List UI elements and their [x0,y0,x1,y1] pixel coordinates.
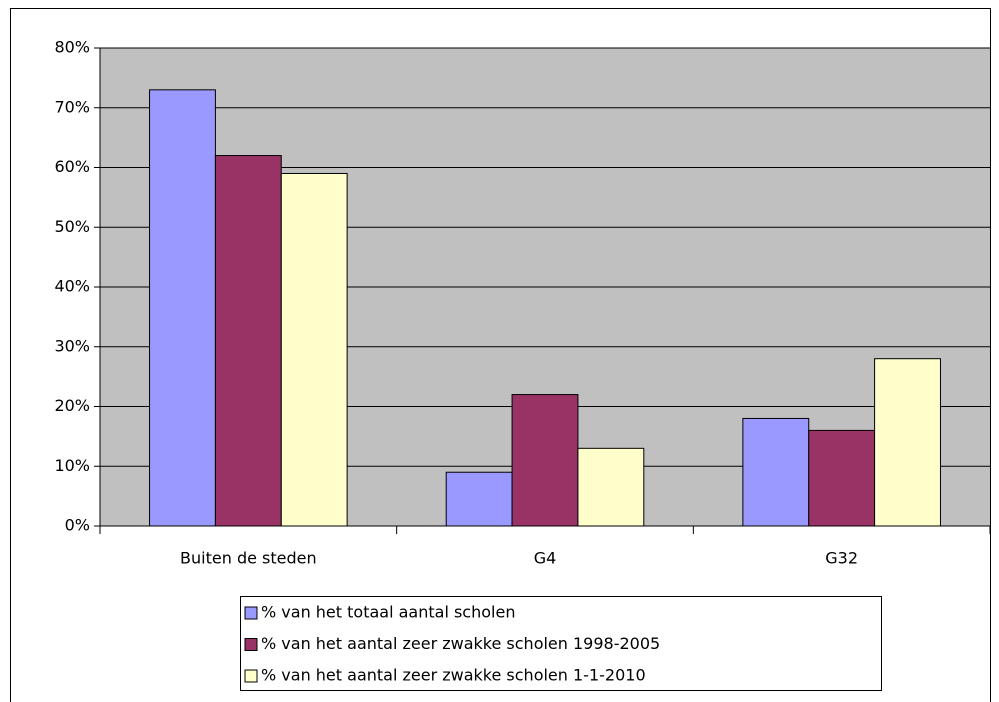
x-tick-label: G32 [825,549,858,568]
x-tick-label: G4 [534,549,557,568]
legend-label: % van het aantal zeer zwakke scholen 1-1… [261,666,646,685]
y-tick-label: 70% [54,97,90,116]
y-tick-label: 60% [54,157,90,176]
bar [445,471,513,527]
y-tick-label: 80% [54,38,90,57]
y-tick-label: 40% [54,277,90,296]
bar [808,429,876,527]
legend-swatch [244,638,258,651]
bar [742,417,810,527]
bar [577,447,645,527]
bar [511,394,579,527]
bar [874,358,941,527]
legend-swatch [244,606,258,620]
x-tick-label: Buiten de steden [180,549,317,568]
y-tick-label: 10% [54,456,90,475]
legend-label: % van het totaal aantal scholen [261,603,515,622]
bar [214,155,282,527]
y-tick-label: 50% [54,217,90,236]
legend-label: % van het aantal zeer zwakke scholen 199… [261,634,660,653]
y-tick-label: 20% [54,396,90,415]
y-tick-label: 0% [65,516,90,535]
bar [149,89,216,527]
legend-swatch [244,669,258,683]
legend-box [240,596,882,691]
bar [280,172,348,527]
y-tick-label: 30% [54,336,90,355]
